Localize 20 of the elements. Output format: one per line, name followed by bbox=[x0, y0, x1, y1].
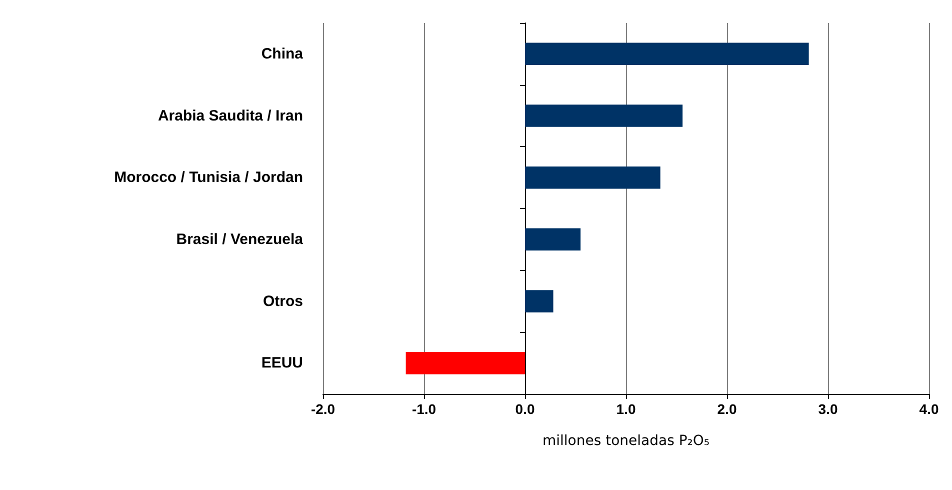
y-tick-label: EEUU bbox=[261, 354, 303, 372]
x-tick-label: 4.0 bbox=[919, 401, 939, 417]
bar bbox=[525, 42, 809, 66]
y-tick-label: China bbox=[261, 45, 304, 62]
y-tick-label: Morocco / Tunisia / Jordan bbox=[114, 169, 303, 186]
y-tick-label: Arabia Saudita / Iran bbox=[158, 107, 303, 124]
x-tick-label: 3.0 bbox=[818, 401, 838, 417]
bar bbox=[525, 228, 581, 251]
y-tick-label: Otros bbox=[262, 292, 303, 310]
x-tick-label: 0.0 bbox=[515, 401, 535, 417]
x-axis-title: millones toneladas P₂O₅ bbox=[542, 433, 710, 449]
y-tick-label: Brasil / Venezuela bbox=[176, 230, 304, 248]
bar bbox=[525, 104, 683, 127]
bar bbox=[406, 352, 525, 374]
x-tick-label: 1.0 bbox=[616, 401, 636, 417]
x-tick-label: 2.0 bbox=[717, 401, 737, 417]
bar bbox=[525, 290, 554, 312]
x-tick-label: -1.0 bbox=[412, 401, 436, 417]
bar bbox=[525, 166, 660, 189]
x-tick-label: -2.0 bbox=[310, 401, 336, 417]
